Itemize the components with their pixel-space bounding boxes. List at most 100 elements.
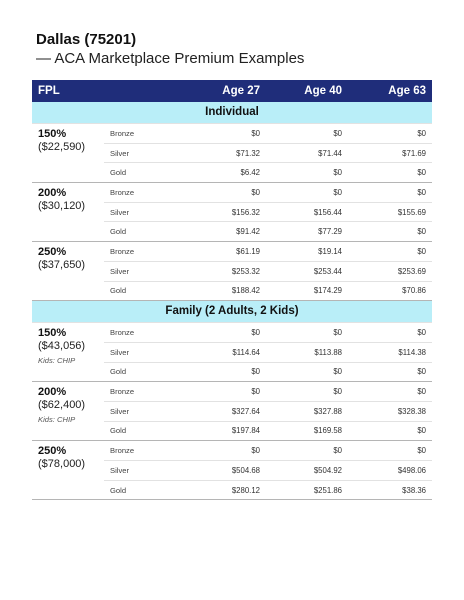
premium-value-cell: $0 — [266, 162, 348, 184]
table-row: Silver $114.64 $113.88 $114.38 — [32, 342, 432, 363]
premium-value-cell: $0 — [348, 241, 432, 262]
metal-tier-cell: Bronze — [104, 123, 184, 144]
fpl-income: ($22,590) — [38, 141, 86, 153]
table-row: Gold $6.42 $0 $0 — [32, 162, 432, 184]
premium-value-cell: $253.44 — [266, 261, 348, 282]
fpl-income: ($30,120) — [38, 200, 86, 213]
metal-tier-cell: Silver — [104, 202, 184, 223]
column-header-metal — [104, 80, 184, 102]
premium-value-cell: $70.86 — [348, 281, 432, 302]
premium-value-cell: $0 — [266, 381, 348, 402]
premium-value-cell: $0 — [266, 322, 348, 343]
column-header-fpl: FPL — [32, 80, 104, 102]
premium-value-cell: $498.06 — [348, 460, 432, 481]
premium-value-cell: $327.64 — [184, 401, 266, 422]
table-row: 200% ($62,400) Kids: CHIP Bronze $0 $0 $0 — [32, 381, 432, 442]
premium-value-cell: $0 — [348, 162, 432, 184]
metal-tier-cell: Bronze — [104, 182, 184, 203]
table-row: 250% ($37,650) Bronze $61.19 $19.14 $0 — [32, 241, 432, 302]
metal-tier-cell: Gold — [104, 162, 184, 184]
premium-value-cell: $156.44 — [266, 202, 348, 223]
metal-tier-cell: Gold — [104, 221, 184, 243]
premium-value-cell: $253.69 — [348, 261, 432, 282]
premium-value-cell: $328.38 — [348, 401, 432, 422]
fpl-percent: 250% — [38, 246, 67, 259]
table-row: 150% ($22,590) Bronze $0 $0 $0 — [32, 123, 432, 184]
table-row: Silver $327.64 $327.88 $328.38 — [32, 401, 432, 422]
fpl-percent: 200% — [38, 187, 67, 200]
fpl-percent: 200% — [38, 386, 67, 399]
premium-value-cell: $71.32 — [184, 143, 266, 164]
premium-value-cell: $113.88 — [266, 342, 348, 363]
premium-value-cell: $188.42 — [184, 281, 266, 302]
metal-tier-cell: Gold — [104, 281, 184, 302]
fpl-percent: 150% — [38, 327, 67, 340]
table-row: Gold $0 $0 $0 — [32, 362, 432, 383]
table-body: Individual 150% ($22,590) Bronze $0 $0 $0 Silve… — [32, 102, 432, 501]
metal-tier-cell: Bronze — [104, 322, 184, 343]
table-row: Silver $156.32 $156.44 $155.69 — [32, 202, 432, 223]
table-row: Silver $504.68 $504.92 $498.06 — [32, 460, 432, 481]
metal-tier-cell: Bronze — [104, 241, 184, 262]
premium-value-cell: $197.84 — [184, 421, 266, 442]
fpl-note: Kids: CHIP — [38, 415, 76, 425]
metal-tier-cell: Silver — [104, 460, 184, 481]
premium-value-cell: $0 — [184, 182, 266, 203]
premium-value-cell: $0 — [348, 221, 432, 243]
metal-tier-cell: Silver — [104, 342, 184, 363]
premium-value-cell: $0 — [348, 440, 432, 461]
premium-value-cell: $253.32 — [184, 261, 266, 282]
premium-value-cell: $0 — [348, 182, 432, 203]
table-row: Gold $280.12 $251.86 $38.36 — [32, 480, 432, 501]
premium-value-cell: $0 — [266, 123, 348, 144]
premium-value-cell: $0 — [266, 182, 348, 203]
premium-value-cell: $114.64 — [184, 342, 266, 363]
metal-tier-cell: Silver — [104, 143, 184, 164]
premium-value-cell: $0 — [184, 322, 266, 343]
page-subtitle: — ACA Marketplace Premium Examples — [36, 50, 305, 67]
premium-value-cell: $174.29 — [266, 281, 348, 302]
column-header-age-63: Age 63 — [348, 80, 432, 102]
premium-value-cell: $504.92 — [266, 460, 348, 481]
premium-value-cell: $61.19 — [184, 241, 266, 262]
premium-value-cell: $155.69 — [348, 202, 432, 223]
fpl-cell: 200% ($62,400) Kids: CHIP — [32, 381, 104, 442]
metal-tier-cell: Silver — [104, 261, 184, 282]
fpl-cell: 250% ($78,000) — [32, 440, 104, 501]
page-title: Dallas (75201) — [36, 31, 137, 48]
premium-value-cell: $0 — [348, 322, 432, 343]
fpl-income: ($37,650) — [38, 259, 86, 272]
metal-tier-cell: Gold — [104, 480, 184, 501]
column-header-age-27: Age 27 — [184, 80, 266, 102]
premium-value-cell: $0 — [266, 362, 348, 383]
table-row: Gold $91.42 $77.29 $0 — [32, 221, 432, 243]
premium-value-cell: $71.44 — [266, 143, 348, 164]
premium-value-cell: $0 — [184, 381, 266, 402]
table-row: Gold $197.84 $169.58 $0 — [32, 421, 432, 442]
metal-tier-cell: Gold — [104, 421, 184, 442]
premium-value-cell: $504.68 — [184, 460, 266, 481]
fpl-income: ($62,400) — [38, 399, 86, 412]
premium-value-cell: $6.42 — [184, 162, 266, 184]
column-header-age-40: Age 40 — [266, 80, 348, 102]
premium-table: FPL Age 27 Age 40 Age 63 Individual 150%(… — [32, 80, 432, 501]
fpl-percent: 150% — [38, 128, 67, 140]
fpl-cell: 150% ($43,056) Kids: CHIP — [32, 322, 104, 383]
premium-value-cell: $0 — [184, 440, 266, 461]
document-heading: Dallas (75201) — ACA Marketplace Premium… — [36, 30, 304, 68]
premium-value-cell: $19.14 — [266, 241, 348, 262]
fpl-income: ($78,000) — [38, 458, 86, 471]
fpl-cell: 200% ($30,120) — [32, 182, 104, 243]
section-header-row: Family (2 Adults, 2 Kids) — [32, 300, 432, 324]
table-row: Silver $253.32 $253.44 $253.69 — [32, 261, 432, 282]
section-header-row: Individual — [32, 102, 432, 124]
premium-value-cell: $0 — [348, 421, 432, 442]
premium-value-cell: $0 — [348, 123, 432, 144]
table-row: Gold $188.42 $174.29 $70.86 — [32, 281, 432, 302]
table-row: 200% ($30,120) Bronze $0 $0 $0 — [32, 182, 432, 243]
premium-value-cell: $327.88 — [266, 401, 348, 422]
fpl-note: Kids: CHIP — [38, 356, 76, 366]
premium-value-cell: $91.42 — [184, 221, 266, 243]
premium-value-cell: $0 — [184, 123, 266, 144]
fpl-income: ($43,056) — [38, 340, 86, 353]
